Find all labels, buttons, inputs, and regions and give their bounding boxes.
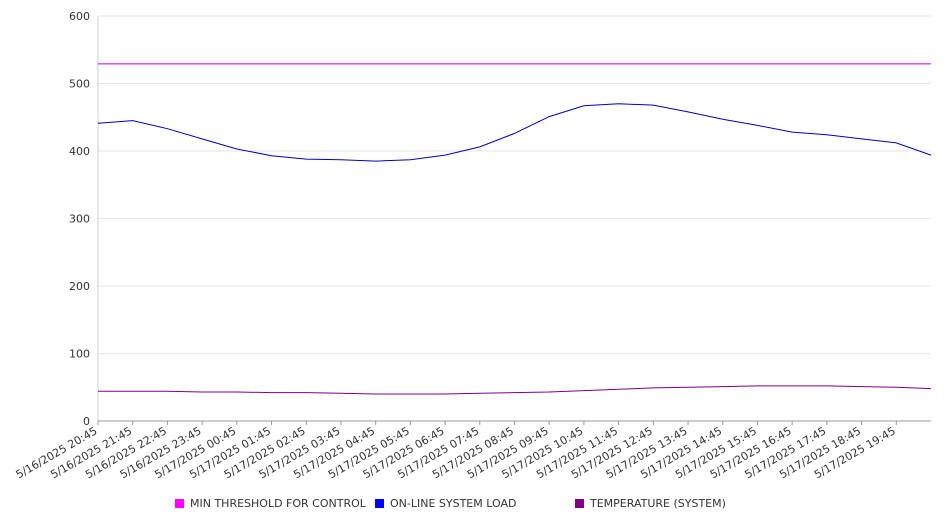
- legend-label: TEMPERATURE (SYSTEM): [590, 497, 726, 510]
- legend-swatch: [175, 499, 184, 508]
- grid-lines: [98, 15, 931, 354]
- legend-item-system-load[interactable]: ON-LINE SYSTEM LOAD: [375, 497, 516, 510]
- y-tick-label: 500: [69, 78, 90, 91]
- series-line-1: [97, 103, 932, 162]
- legend-swatch: [375, 499, 384, 508]
- y-tick-label: 300: [69, 213, 90, 226]
- y-tick-label: 0: [83, 415, 90, 428]
- legend-label: MIN THRESHOLD FOR CONTROL: [190, 497, 366, 510]
- y-axis-ticks: 0 100 200 300 400 500 600: [69, 10, 90, 428]
- legend-item-temperature[interactable]: TEMPERATURE (SYSTEM): [575, 497, 726, 510]
- y-tick-label: 200: [69, 280, 90, 293]
- legend: MIN THRESHOLD FOR CONTROL ON-LINE SYSTEM…: [0, 497, 946, 515]
- x-axis-ticks: 5/16/2025 20:455/16/2025 21:455/16/2025 …: [14, 421, 898, 481]
- legend-swatch: [575, 499, 584, 508]
- legend-item-min-threshold[interactable]: MIN THRESHOLD FOR CONTROL: [175, 497, 366, 510]
- y-tick-label: 100: [69, 348, 90, 361]
- y-tick-label: 600: [69, 10, 90, 23]
- series-line-2: [98, 385, 932, 395]
- legend-label: ON-LINE SYSTEM LOAD: [390, 497, 517, 510]
- y-tick-label: 400: [69, 145, 90, 158]
- series-lines: [97, 63, 932, 395]
